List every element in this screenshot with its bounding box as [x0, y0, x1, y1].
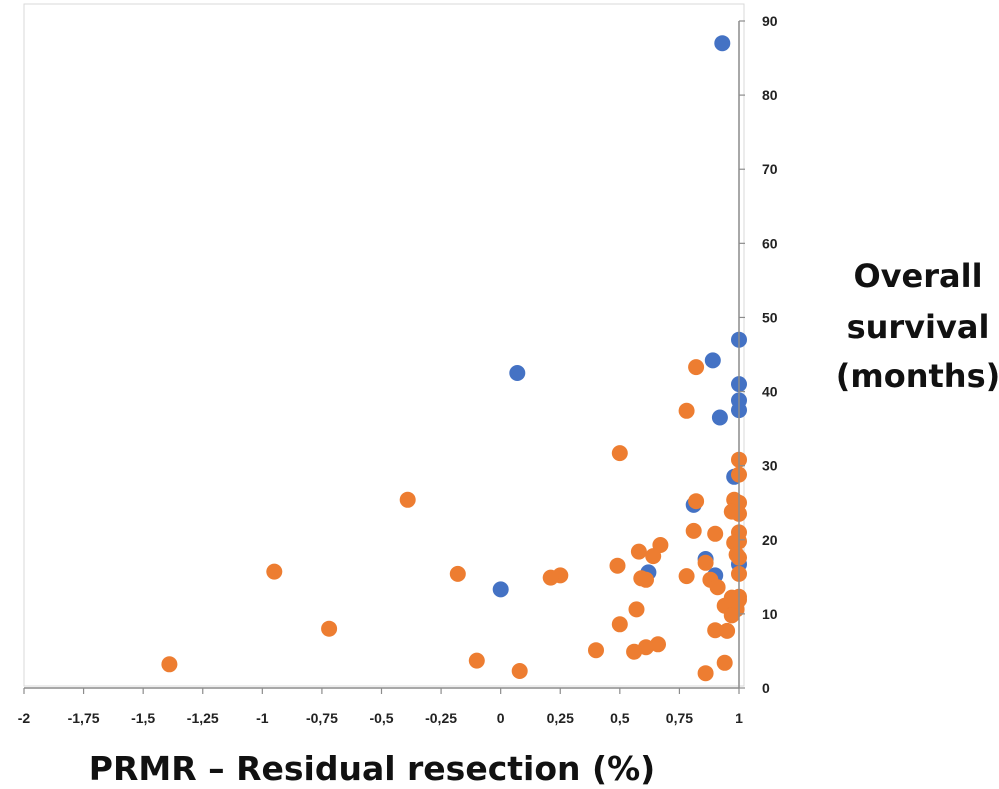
data-point-orange [723, 607, 740, 624]
data-point-orange [511, 663, 528, 679]
data-point-orange [707, 525, 724, 542]
y-axis-title-line-3: (months) [836, 357, 999, 395]
data-point-blue [714, 35, 731, 52]
data-point-orange [266, 563, 283, 580]
data-point-orange [611, 445, 628, 462]
y-tick-label: 70 [762, 161, 778, 177]
data-point-orange [161, 656, 178, 673]
x-tick-label: -1,25 [187, 710, 219, 726]
x-tick-label: -1,5 [131, 710, 155, 726]
data-point-orange [697, 665, 714, 682]
data-point-orange [609, 557, 626, 574]
y-axis-title: Overall survival (months) [836, 257, 999, 395]
x-tick-label: -0,5 [369, 710, 393, 726]
x-tick-label: -1 [256, 710, 269, 726]
data-point-orange [468, 652, 485, 669]
x-tick-label: -1,75 [68, 710, 100, 726]
data-point-orange [628, 601, 645, 618]
data-point-orange [650, 636, 666, 653]
data-point-orange [630, 543, 647, 560]
data-point-orange [542, 569, 559, 586]
y-tick-label: 40 [762, 384, 778, 400]
data-point-blue [704, 352, 721, 369]
data-point-orange [399, 491, 416, 508]
x-tick-label: 1 [735, 710, 743, 726]
y-tick-label: 0 [762, 680, 770, 696]
data-point-orange [719, 622, 736, 639]
y-tick-label: 90 [762, 13, 778, 29]
data-point-orange [685, 522, 702, 539]
x-axis-ticks: -2 -1,75 -1,5 -1,25 -1 -0,75 -0,5 -0,25 0 0,25 0,5… [18, 688, 743, 726]
data-point-blue [492, 581, 509, 598]
y-axis-title-line-1: Overall [853, 257, 982, 295]
y-axis-title-line-2: survival [847, 308, 990, 346]
data-point-orange [678, 402, 695, 419]
x-axis-title: PRMR – Residual resection (%) [89, 749, 655, 788]
data-point-orange [707, 622, 724, 639]
data-point-orange [449, 565, 466, 582]
data-point-orange [321, 620, 338, 637]
data-point-orange [716, 654, 733, 671]
data-point-orange [697, 554, 714, 571]
data-point-blue [509, 365, 526, 381]
x-tick-label: -2 [18, 710, 31, 726]
data-point-orange [709, 579, 726, 596]
y-tick-label: 80 [762, 87, 778, 103]
data-point-orange [688, 359, 705, 376]
x-tick-label: 0 [497, 710, 505, 726]
data-point-orange [588, 642, 604, 659]
y-axis-ticks: 0 10 20 30 40 50 60 70 80 90 [739, 13, 778, 696]
y-tick-label: 60 [762, 235, 778, 251]
data-point-orange [626, 643, 643, 660]
data-point-orange [645, 548, 662, 565]
y-tick-label: 10 [762, 606, 778, 622]
x-tick-label: 0,75 [666, 710, 693, 726]
data-point-orange [638, 571, 654, 588]
x-tick-label: -0,75 [306, 710, 338, 726]
x-tick-label: 0,25 [547, 710, 574, 726]
y-tick-label: 50 [762, 309, 778, 325]
data-point-orange [678, 568, 695, 585]
y-tick-label: 20 [762, 532, 778, 548]
data-point-orange [688, 493, 705, 510]
y-tick-label: 30 [762, 458, 778, 474]
x-tick-label: -0,25 [425, 710, 457, 726]
data-point-orange [611, 616, 628, 633]
x-tick-label: 0,5 [610, 710, 630, 726]
data-point-blue [711, 409, 728, 426]
